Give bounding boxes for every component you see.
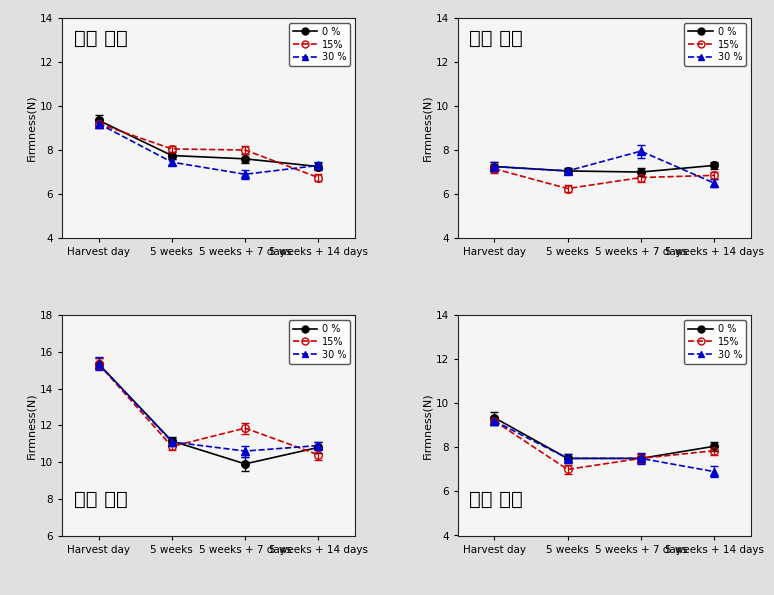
Text: 외부 상단: 외부 상단 xyxy=(74,29,128,48)
Legend: 0 %, 15%, 30 %: 0 %, 15%, 30 % xyxy=(289,320,350,364)
Text: 외부 하단: 외부 하단 xyxy=(74,490,128,509)
Y-axis label: Firmness(N): Firmness(N) xyxy=(423,392,433,459)
Y-axis label: Firmness(N): Firmness(N) xyxy=(27,95,37,161)
Y-axis label: Firmness(N): Firmness(N) xyxy=(423,95,433,161)
Text: 내부 하단: 내부 하단 xyxy=(469,490,523,509)
Text: 내부 상단: 내부 상단 xyxy=(469,29,523,48)
Legend: 0 %, 15%, 30 %: 0 %, 15%, 30 % xyxy=(289,23,350,66)
Y-axis label: Firmness(N): Firmness(N) xyxy=(27,392,37,459)
Legend: 0 %, 15%, 30 %: 0 %, 15%, 30 % xyxy=(684,320,746,364)
Legend: 0 %, 15%, 30 %: 0 %, 15%, 30 % xyxy=(684,23,746,66)
